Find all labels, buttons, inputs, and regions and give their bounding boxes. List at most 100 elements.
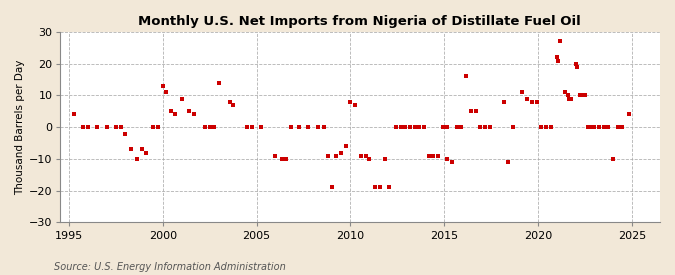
- Point: [153, 125, 163, 129]
- Point: [531, 100, 542, 104]
- Y-axis label: Thousand Barrels per Day: Thousand Barrels per Day: [15, 59, 25, 195]
- Point: [564, 97, 575, 101]
- Point: [242, 125, 252, 129]
- Point: [553, 58, 564, 63]
- Point: [409, 125, 420, 129]
- Point: [331, 153, 342, 158]
- Point: [517, 90, 528, 94]
- Point: [276, 157, 287, 161]
- Point: [176, 97, 187, 101]
- Point: [78, 125, 88, 129]
- Point: [475, 125, 485, 129]
- Point: [526, 100, 537, 104]
- Point: [433, 153, 443, 158]
- Point: [360, 153, 371, 158]
- Point: [555, 39, 566, 44]
- Point: [379, 157, 390, 161]
- Point: [319, 125, 329, 129]
- Point: [623, 112, 634, 117]
- Point: [246, 125, 257, 129]
- Point: [120, 131, 131, 136]
- Point: [111, 125, 122, 129]
- Point: [437, 125, 448, 129]
- Point: [566, 97, 576, 101]
- Point: [562, 93, 573, 98]
- Point: [131, 157, 142, 161]
- Point: [608, 157, 618, 161]
- Point: [205, 125, 215, 129]
- Point: [370, 185, 381, 190]
- Point: [585, 125, 595, 129]
- Point: [522, 97, 533, 101]
- Point: [452, 125, 462, 129]
- Point: [617, 125, 628, 129]
- Point: [560, 90, 570, 94]
- Point: [461, 74, 472, 79]
- Point: [456, 125, 467, 129]
- Point: [572, 65, 583, 69]
- Point: [395, 125, 406, 129]
- Point: [200, 125, 211, 129]
- Point: [340, 144, 351, 148]
- Point: [447, 160, 458, 164]
- Point: [148, 125, 159, 129]
- Point: [294, 125, 304, 129]
- Point: [484, 125, 495, 129]
- Point: [209, 125, 220, 129]
- Point: [583, 125, 593, 129]
- Point: [580, 93, 591, 98]
- Point: [442, 157, 453, 161]
- Point: [165, 109, 176, 114]
- Point: [184, 109, 195, 114]
- Point: [545, 125, 556, 129]
- Point: [126, 147, 136, 152]
- Point: [551, 55, 562, 60]
- Point: [256, 125, 267, 129]
- Point: [323, 153, 334, 158]
- Point: [375, 185, 385, 190]
- Point: [313, 125, 323, 129]
- Point: [303, 125, 314, 129]
- Point: [189, 112, 200, 117]
- Point: [479, 125, 490, 129]
- Point: [404, 125, 415, 129]
- Point: [503, 160, 514, 164]
- Point: [326, 185, 337, 190]
- Point: [423, 153, 434, 158]
- Point: [418, 125, 429, 129]
- Point: [225, 100, 236, 104]
- Point: [598, 125, 609, 129]
- Point: [115, 125, 126, 129]
- Point: [589, 125, 599, 129]
- Point: [92, 125, 103, 129]
- Point: [470, 109, 481, 114]
- Point: [350, 103, 360, 107]
- Point: [570, 62, 581, 66]
- Point: [101, 125, 112, 129]
- Point: [384, 185, 395, 190]
- Point: [157, 84, 168, 88]
- Point: [68, 112, 79, 117]
- Point: [270, 153, 281, 158]
- Point: [400, 125, 410, 129]
- Point: [575, 93, 586, 98]
- Point: [137, 147, 148, 152]
- Point: [161, 90, 171, 94]
- Point: [286, 125, 296, 129]
- Point: [593, 125, 604, 129]
- Text: Source: U.S. Energy Information Administration: Source: U.S. Energy Information Administ…: [54, 262, 286, 272]
- Point: [428, 153, 439, 158]
- Point: [170, 112, 181, 117]
- Point: [140, 150, 151, 155]
- Point: [335, 150, 346, 155]
- Point: [345, 100, 356, 104]
- Point: [281, 157, 292, 161]
- Point: [508, 125, 518, 129]
- Title: Monthly U.S. Net Imports from Nigeria of Distillate Fuel Oil: Monthly U.S. Net Imports from Nigeria of…: [138, 15, 581, 28]
- Point: [576, 93, 587, 98]
- Point: [612, 125, 623, 129]
- Point: [541, 125, 551, 129]
- Point: [466, 109, 477, 114]
- Point: [356, 153, 367, 158]
- Point: [442, 125, 453, 129]
